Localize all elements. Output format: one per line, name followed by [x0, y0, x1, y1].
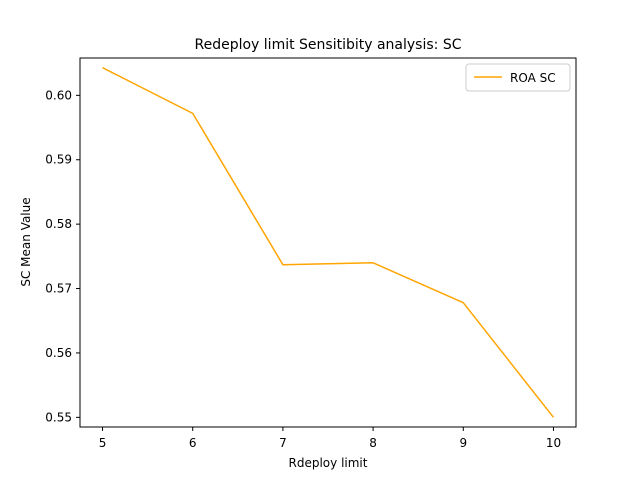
legend-box	[465, 63, 571, 92]
y-axis-ticks: 0.55 0.56 0.57 0.58 0.59 0.60	[45, 88, 80, 424]
series-line-roa-sc	[102, 66, 555, 418]
x-tick-label: 9	[459, 436, 467, 450]
y-tick-label: 0.60	[45, 88, 72, 102]
y-tick-label: 0.58	[45, 217, 72, 231]
x-tick-label: 7	[279, 436, 287, 450]
x-tick-label: 8	[369, 436, 377, 450]
y-tick-label: 0.56	[45, 346, 72, 360]
axes-frame	[79, 57, 577, 428]
x-tick-label: 6	[189, 436, 197, 450]
y-tick-label: 0.59	[45, 153, 72, 167]
x-tick-label: 10	[546, 436, 561, 450]
y-axis-label: SC Mean Value	[19, 197, 33, 286]
x-tick-label: 5	[99, 436, 107, 450]
x-axis-label: Rdeploy limit	[289, 456, 368, 470]
axes	[80, 58, 576, 427]
plot-area	[80, 58, 576, 427]
series-layer	[102, 66, 555, 418]
legend: ROA SC	[465, 63, 571, 92]
y-tick-label: 0.55	[45, 410, 72, 424]
legend-label-roa-sc: ROA SC	[510, 71, 556, 85]
x-axis-ticks: 5 6 7 8 9 10	[99, 427, 561, 450]
axes-spines	[79, 57, 577, 428]
chart-title: Redeploy limit Sensitibity analysis: SC	[195, 37, 462, 53]
y-tick-label: 0.57	[45, 282, 72, 296]
